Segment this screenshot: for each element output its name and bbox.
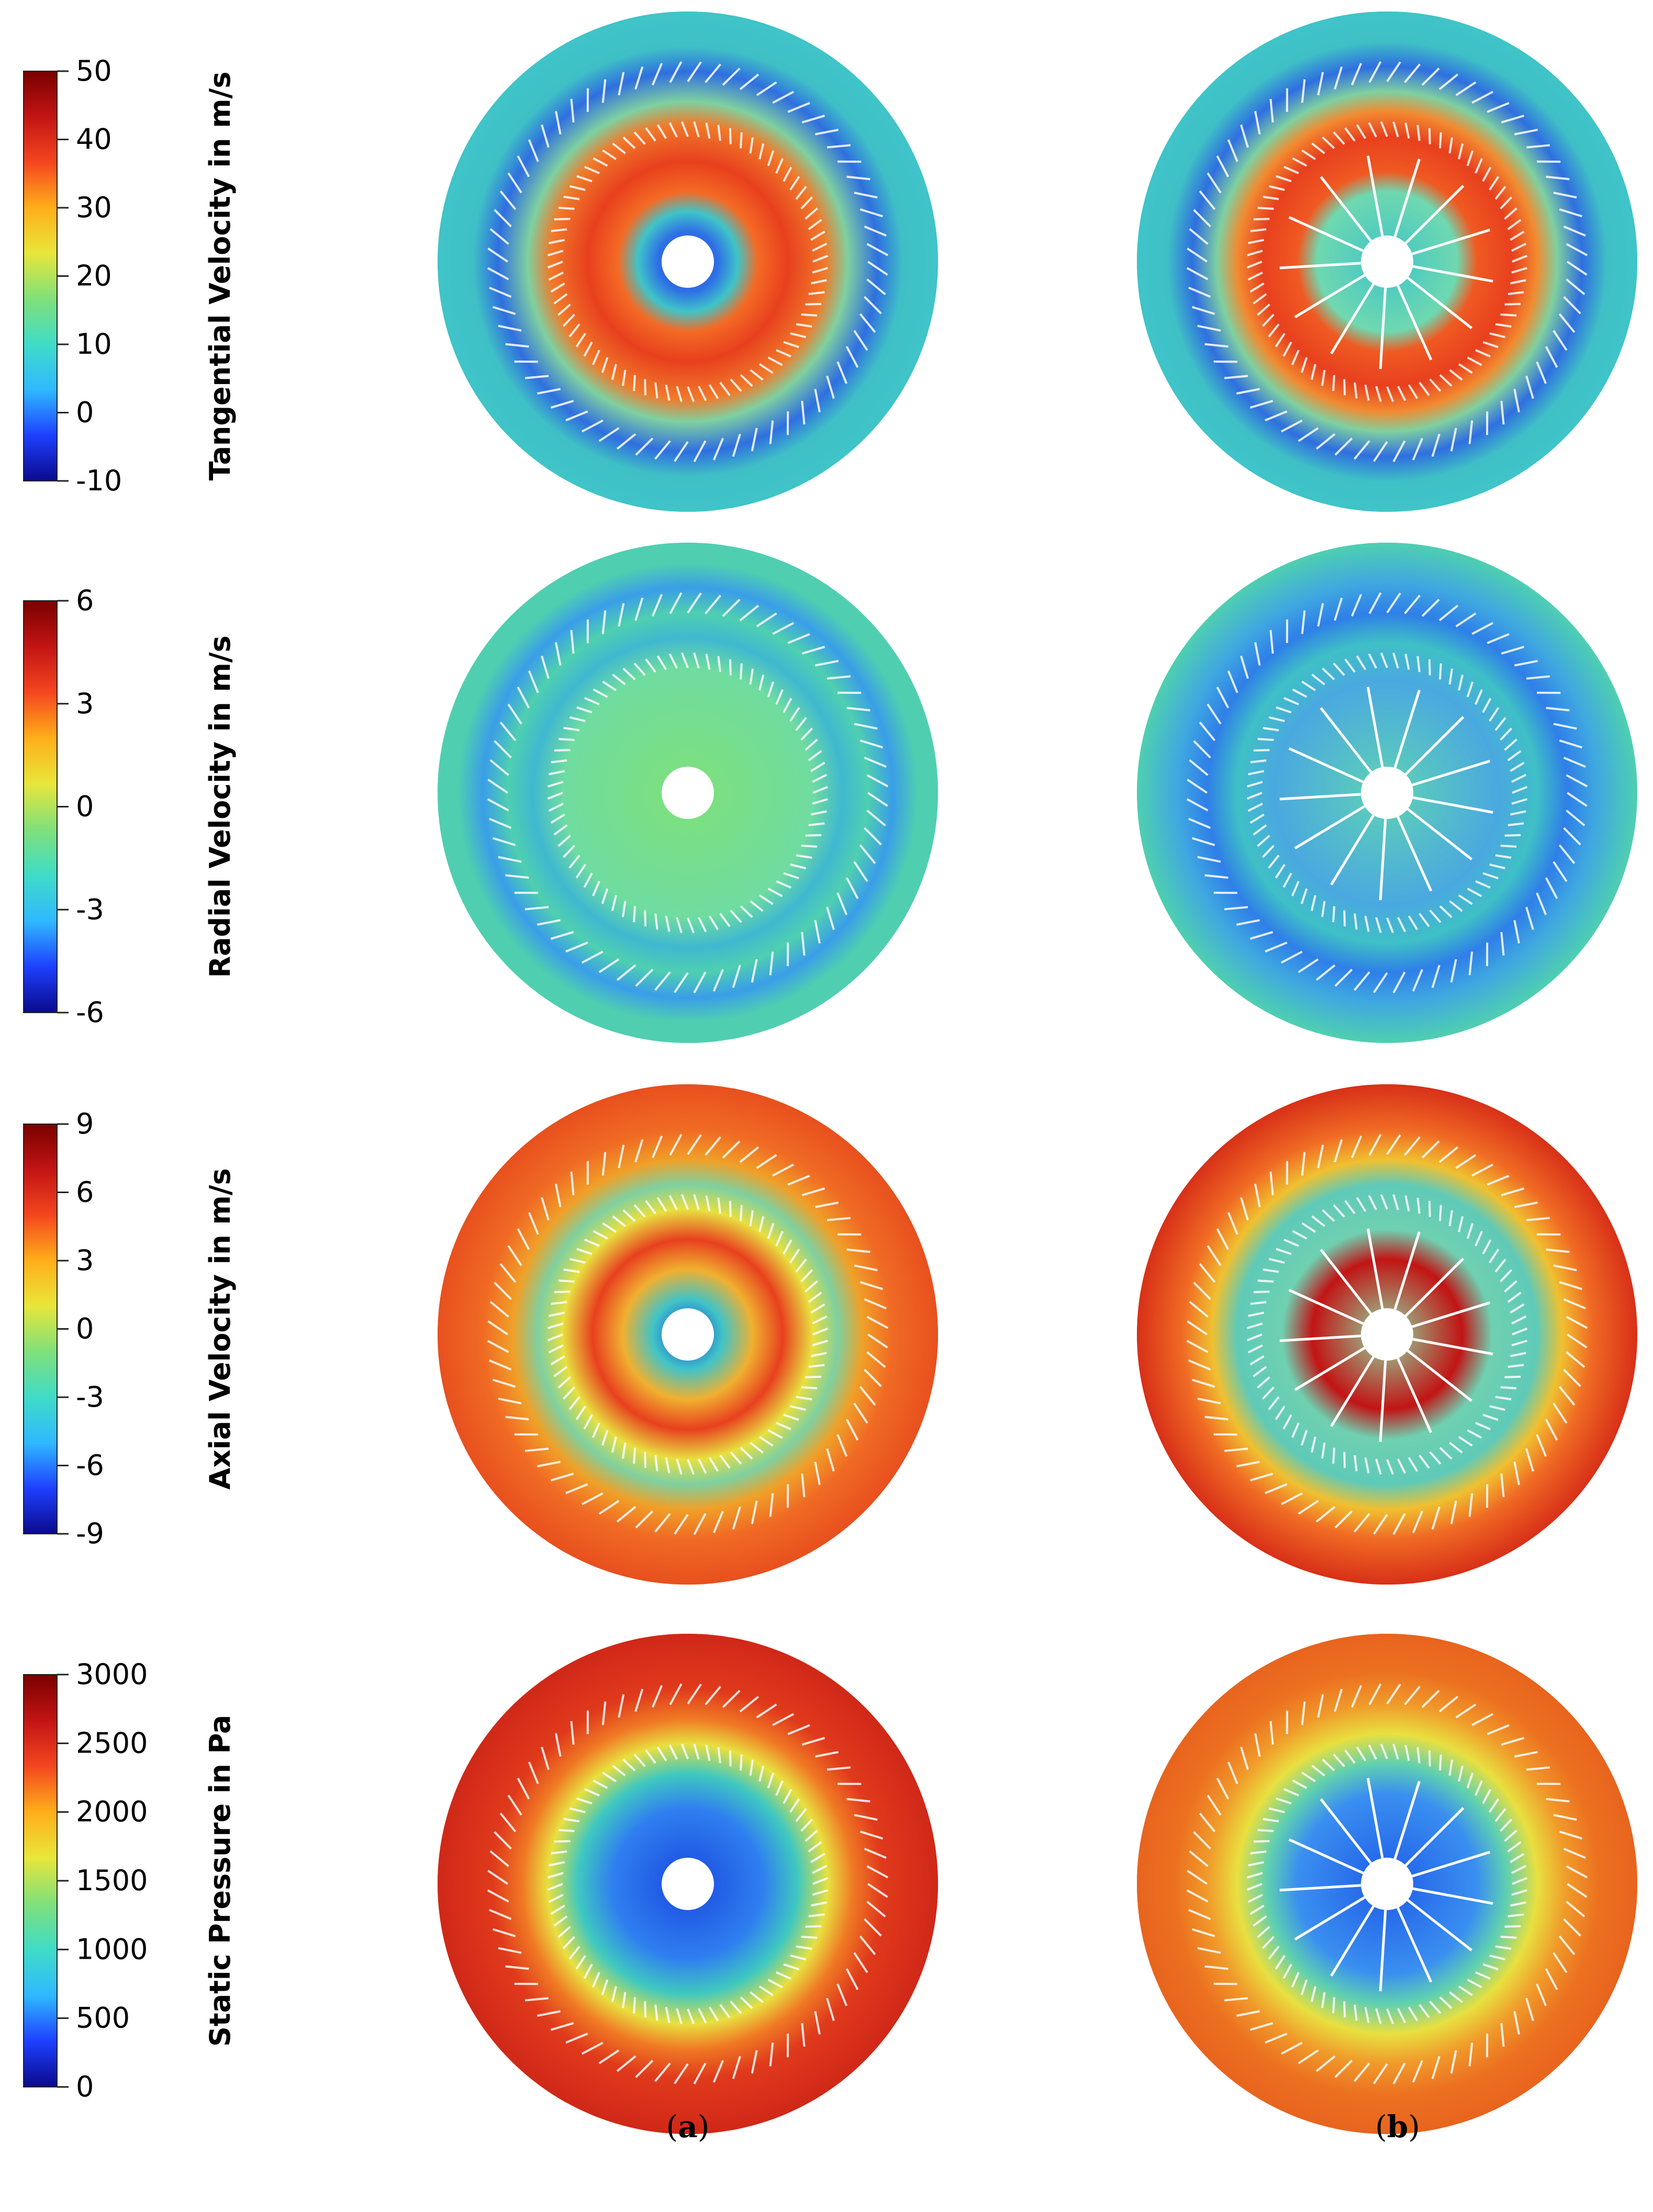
contour-disc-axial-b xyxy=(1137,1084,1637,1585)
colorbar-tick-label: 1500 xyxy=(76,1864,148,1897)
colorbar-tick-label: 10 xyxy=(76,328,112,361)
row-axial: 9 6 3 0 -3 -6 -9 Axial Velocity in m/s xyxy=(23,1084,1637,1585)
contour-disc-radial-b xyxy=(1137,543,1637,1043)
hub-hole xyxy=(1361,235,1413,288)
colorbar-tick-label: 3 xyxy=(76,1244,94,1277)
panel-label-a: (a) xyxy=(666,2109,710,2144)
colorbar-title: Axial Velocity in m/s xyxy=(204,1168,237,1489)
colorbar-tick-label: 500 xyxy=(76,2002,130,2035)
colorbar-tick-label: -3 xyxy=(76,1380,104,1413)
colorbar-title: Radial Velocity in m/s xyxy=(204,635,237,978)
hub-hole xyxy=(662,1858,714,1910)
contour-disc-pressure-b xyxy=(1137,1634,1637,2134)
colorbar-gradient xyxy=(23,600,58,1013)
colorbar-tick-label: 0 xyxy=(76,1312,94,1345)
blade-rings xyxy=(1186,592,1588,994)
hub-hole xyxy=(1361,1308,1413,1361)
colorbar-tick-label: 30 xyxy=(76,191,112,224)
colorbar-tick-label: 0 xyxy=(76,2070,94,2103)
blade-rings xyxy=(1186,1683,1588,2085)
contour-disc-tangential-a xyxy=(438,12,938,512)
colorbar-title: Static Pressure in Pa xyxy=(204,1715,237,2047)
row-radial: 6 3 0 -3 -6 Radial Velocity in m/s xyxy=(23,543,1637,1043)
colorbar-tick-label: -3 xyxy=(76,893,104,926)
contour-disc-pressure-a xyxy=(438,1634,938,2134)
colorbar-pressure: 3000 2500 2000 1500 1000 500 0 Static Pressure … xyxy=(23,1658,237,2103)
colorbar-title: Tangential Velocity in m/s xyxy=(204,72,237,481)
colorbar-tick-label: 2500 xyxy=(76,1726,148,1759)
contour-disc-radial-a xyxy=(438,543,938,1043)
hub-hole xyxy=(1361,1858,1413,1910)
colorbar-tick-label: 2000 xyxy=(76,1795,148,1828)
blade-rings xyxy=(487,1133,889,1535)
colorbar-tick-label: 0 xyxy=(76,790,94,823)
hub-spokes xyxy=(1279,1778,1493,1992)
colorbar-tick-label: 0 xyxy=(76,396,94,429)
hub-hole xyxy=(662,1308,714,1361)
colorbar-tick-label: -10 xyxy=(76,464,122,497)
row-pressure: 3000 2500 2000 1500 1000 500 0 Static Pressure … xyxy=(23,1634,1637,2134)
colorbar-tick-label: 50 xyxy=(76,54,112,87)
hub-spokes xyxy=(1279,155,1493,369)
colorbar-tick-label: -6 xyxy=(76,1449,104,1482)
colorbar-gradient xyxy=(23,1674,58,2087)
colorbar-gradient xyxy=(23,1124,58,1534)
colorbar-gradient xyxy=(23,71,58,481)
panel-label-b: (b) xyxy=(1375,2109,1420,2144)
contour-disc-axial-a xyxy=(438,1084,938,1585)
colorbar-tangential: 50 40 30 20 10 0 -10 Tangential Velocity in m/s xyxy=(23,54,237,497)
hub-hole xyxy=(662,235,714,288)
colorbar-tick-label: -6 xyxy=(76,996,104,1029)
colorbar-tick-label: 6 xyxy=(76,584,94,617)
colorbar-tick-label: 3000 xyxy=(76,1658,148,1691)
colorbar-tick-label: 20 xyxy=(76,260,112,293)
contour-disc-tangential-b xyxy=(1137,12,1637,512)
hub-spokes xyxy=(1279,1228,1493,1442)
colorbar-tick-label: 40 xyxy=(76,123,112,156)
colorbar-radial: 6 3 0 -3 -6 Radial Velocity in m/s xyxy=(23,584,237,1029)
colorbar-tick-label: 1000 xyxy=(76,1933,148,1966)
blade-rings xyxy=(1186,61,1588,463)
blade-rings xyxy=(487,1683,889,2085)
blade-rings xyxy=(487,592,889,994)
hub-hole xyxy=(1361,767,1413,819)
colorbar-axial: 9 6 3 0 -3 -6 -9 Axial Velocity in m/s xyxy=(23,1107,237,1550)
blade-rings xyxy=(1186,1133,1588,1535)
hub-spokes xyxy=(1279,687,1493,901)
row-tangential: 50 40 30 20 10 0 -10 Tangential Velocity in m/s xyxy=(23,12,1637,512)
colorbar-tick-label: 9 xyxy=(76,1107,94,1140)
colorbar-tick-label: 3 xyxy=(76,687,94,720)
blade-rings xyxy=(487,61,889,463)
colorbar-tick-label: -9 xyxy=(76,1517,104,1550)
hub-hole xyxy=(662,767,714,819)
colorbar-tick-label: 6 xyxy=(76,1176,94,1209)
